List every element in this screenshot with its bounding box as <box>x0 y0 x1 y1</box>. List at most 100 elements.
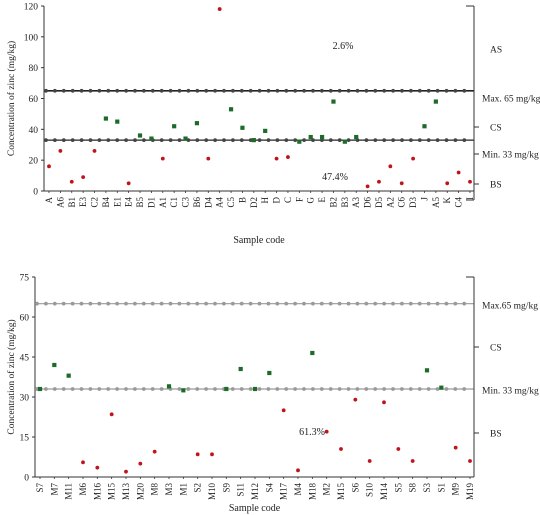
ref-line-marker <box>408 387 413 391</box>
cs-data-point <box>52 362 57 368</box>
x-tick-label: M19 <box>465 483 475 501</box>
x-tick-label: M15 <box>336 483 346 501</box>
cs-data-point <box>240 125 245 130</box>
cs-data-point <box>308 134 313 140</box>
ref-line-marker <box>248 88 253 93</box>
x-tick-label: M1 <box>178 483 188 496</box>
x-tick-label: B4 <box>101 197 111 208</box>
ref-line-marker <box>320 138 324 143</box>
ref-line-marker <box>328 387 333 391</box>
ref-line-marker <box>222 138 226 143</box>
ref-line-marker <box>382 301 386 306</box>
ref-line-marker <box>444 387 449 391</box>
x-tick-label: D3 <box>408 197 418 208</box>
ref-line-marker <box>417 387 422 391</box>
cs-data-point <box>224 386 229 392</box>
ref-line-marker <box>435 301 440 306</box>
ref-line-marker <box>106 387 111 391</box>
ref-line-marker <box>311 138 315 143</box>
x-tick-label: M18 <box>307 483 317 501</box>
bs-data-point <box>124 469 128 474</box>
cs-data-point <box>228 107 234 112</box>
cs-data-point <box>181 388 186 393</box>
x-tick-label: B1 <box>67 197 77 208</box>
ref-line-marker <box>364 138 369 143</box>
x-tick-label: C4 <box>454 197 464 208</box>
ref-line-marker <box>426 88 431 93</box>
ref-line-marker <box>453 88 458 93</box>
ref-line-marker <box>88 301 93 306</box>
ref-line-marker <box>97 88 102 93</box>
x-tick-label: D6 <box>363 197 373 208</box>
ref-line-marker <box>79 301 84 306</box>
ref-line-marker <box>124 88 128 93</box>
ref-line-marker <box>213 387 217 391</box>
cs-data-point <box>172 124 177 129</box>
bs-data-point <box>286 155 290 159</box>
cs-data-point <box>66 373 71 378</box>
bs-data-point <box>445 181 450 186</box>
bs-data-point <box>217 7 222 11</box>
ref-line-marker <box>400 138 404 143</box>
ref-line-marker <box>462 387 467 391</box>
x-tick-label: E3 <box>78 197 88 207</box>
ref-line-marker <box>97 387 102 391</box>
class-label: BS <box>490 430 502 440</box>
ref-line-marker <box>409 138 413 143</box>
ref-line-marker <box>426 387 431 391</box>
x-tick-label: M3 <box>164 483 174 496</box>
ref-line-marker <box>204 138 209 143</box>
x-axis-title: Sample code <box>229 503 281 514</box>
ref-line-marker <box>417 88 422 93</box>
bs-data-point <box>367 459 372 463</box>
chart-top: 0 20 40 60 80 100 120 A A6 B1 E3 C2 B4 E1 E4 B5 D1 A1 C1 C3… <box>6 3 540 247</box>
x-tick-label: M20 <box>135 483 145 501</box>
bs-data-point <box>468 179 472 184</box>
x-tick-label: M6 <box>78 483 88 496</box>
cs-data-point <box>103 116 108 121</box>
x-tick-label: J <box>419 197 429 201</box>
ref-line-marker <box>133 138 137 143</box>
bs-data-point <box>339 447 343 451</box>
ref-line-marker <box>204 301 209 306</box>
ref-line-marker <box>61 301 66 306</box>
ref-line-marker <box>311 88 315 93</box>
x-tick-label: B2 <box>328 197 338 208</box>
cs-data-point <box>149 136 154 141</box>
ref-line-marker <box>195 88 200 93</box>
class-label: CS <box>490 344 502 354</box>
ref-line-marker <box>70 301 75 306</box>
bs-data-point <box>382 400 386 405</box>
bs-data-point <box>81 460 85 465</box>
bs-data-point <box>47 164 51 169</box>
ref-line-marker <box>328 301 333 306</box>
ref-line-marker <box>355 88 360 93</box>
bs-data-point <box>399 181 404 186</box>
ref-line-label: Min. 33 mg/kg <box>482 151 539 161</box>
ref-line-marker <box>195 138 200 143</box>
ref-line-marker <box>44 387 48 391</box>
ref-line-marker <box>213 301 217 306</box>
ref-line-marker <box>204 88 209 93</box>
ref-line-marker <box>337 387 342 391</box>
cs-data-point <box>238 366 243 372</box>
x-tick-label: M13 <box>121 483 131 501</box>
ref-line-marker <box>453 301 458 306</box>
ref-line-marker <box>124 301 128 306</box>
bs-data-point <box>69 179 74 184</box>
ref-line-marker <box>124 138 128 143</box>
x-tick-label: I <box>465 197 475 200</box>
ref-line-marker <box>239 138 244 143</box>
ref-line-marker <box>257 138 262 143</box>
ref-line-marker <box>35 301 39 306</box>
ref-line-marker <box>168 301 173 306</box>
bs-data-point <box>195 452 200 457</box>
ref-line-marker <box>453 138 458 143</box>
x-tick-label: C2 <box>90 197 100 208</box>
x-tick-label: G <box>306 197 316 204</box>
ref-line-marker <box>106 88 111 93</box>
bs-data-point <box>274 156 279 161</box>
x-tick-label: M8 <box>150 483 160 496</box>
bs-data-point <box>281 408 286 413</box>
ref-line-marker <box>355 301 360 306</box>
